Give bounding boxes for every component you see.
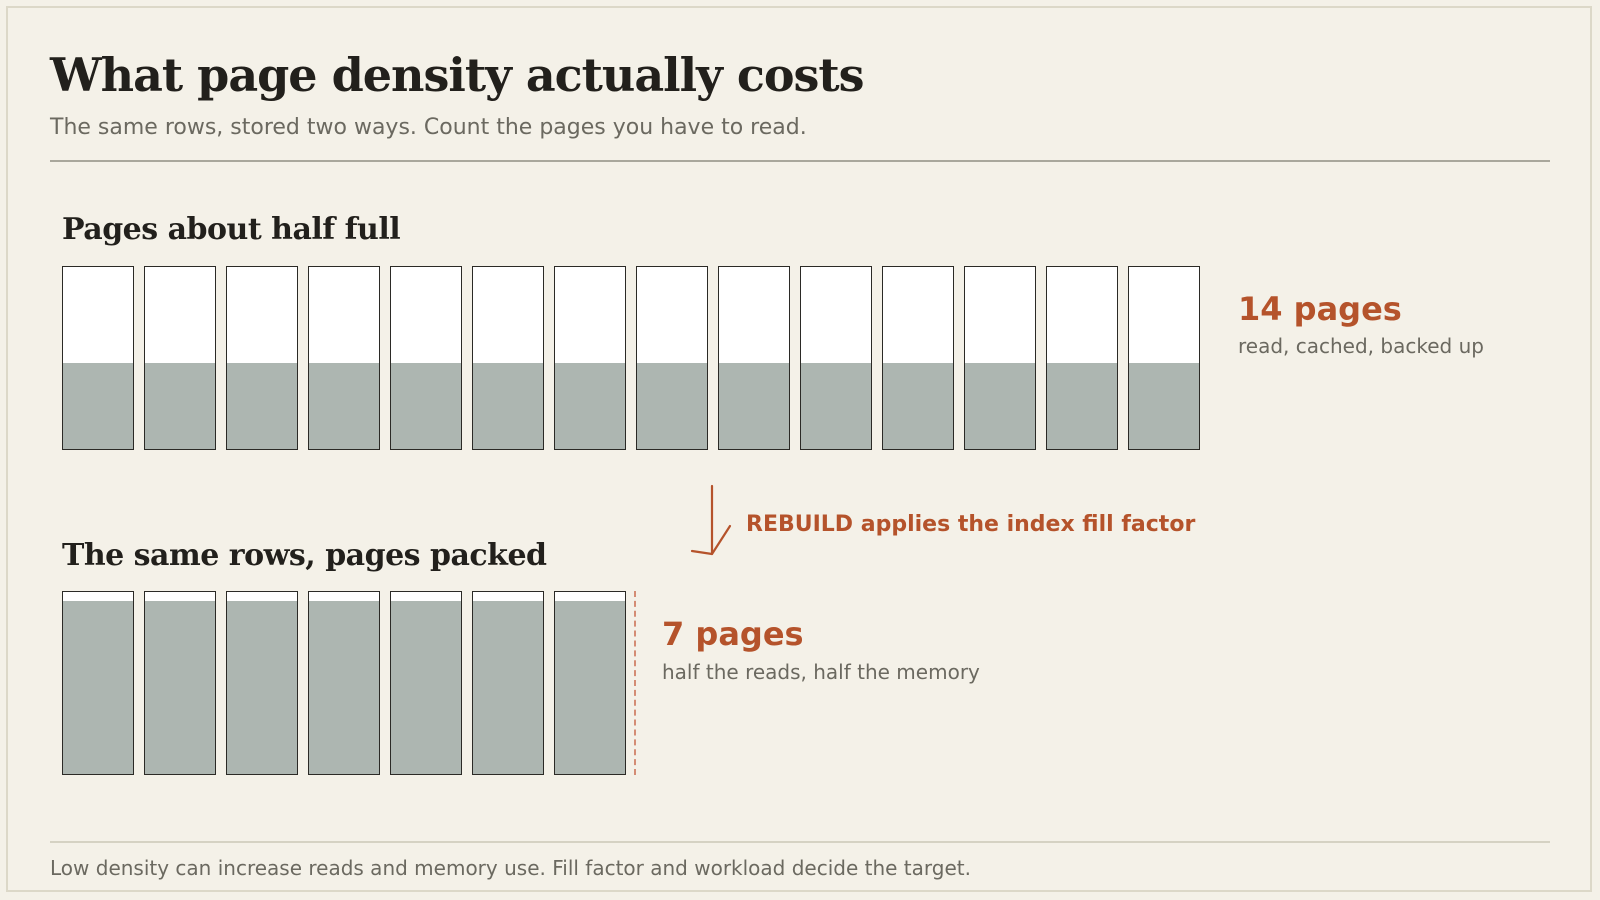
packed-pages-row bbox=[62, 591, 626, 775]
packed-page bbox=[226, 591, 298, 775]
sparse-page-fill bbox=[473, 363, 543, 449]
header-divider bbox=[50, 160, 1550, 162]
sparse-page bbox=[964, 266, 1036, 450]
sparse-page bbox=[144, 266, 216, 450]
packed-page-note: half the reads, half the memory bbox=[662, 660, 980, 684]
packed-page bbox=[554, 591, 626, 775]
slide-frame bbox=[6, 6, 1592, 892]
footnote: Low density can increase reads and memor… bbox=[50, 856, 971, 880]
footer-divider bbox=[50, 841, 1550, 843]
packed-page-fill bbox=[227, 601, 297, 774]
sparse-page bbox=[718, 266, 790, 450]
sparse-page bbox=[308, 266, 380, 450]
packed-page-fill bbox=[391, 601, 461, 774]
packed-page-fill bbox=[309, 601, 379, 774]
packed-page-fill bbox=[145, 601, 215, 774]
sparse-page bbox=[1046, 266, 1118, 450]
packed-page-count: 7 pages bbox=[662, 615, 804, 653]
sparse-page-fill bbox=[719, 363, 789, 449]
sparse-page-note: read, cached, backed up bbox=[1238, 334, 1484, 358]
sparse-page bbox=[390, 266, 462, 450]
sparse-page-fill bbox=[883, 363, 953, 449]
packed-page bbox=[144, 591, 216, 775]
sparse-page-fill bbox=[391, 363, 461, 449]
sparse-page bbox=[1128, 266, 1200, 450]
sparse-page-fill bbox=[1047, 363, 1117, 449]
sparse-page-fill bbox=[309, 363, 379, 449]
sparse-page bbox=[636, 266, 708, 450]
packed-edge-marker bbox=[634, 591, 636, 775]
sparse-pages-row bbox=[62, 266, 1200, 450]
sparse-page-fill bbox=[637, 363, 707, 449]
arrow-down-icon bbox=[690, 484, 732, 556]
packed-page bbox=[62, 591, 134, 775]
packed-page-fill bbox=[63, 601, 133, 774]
sparse-section-title: Pages about half full bbox=[62, 212, 401, 247]
sparse-page-fill bbox=[63, 363, 133, 449]
page-title: What page density actually costs bbox=[50, 48, 865, 102]
sparse-page bbox=[472, 266, 544, 450]
packed-page-fill bbox=[473, 601, 543, 774]
packed-page bbox=[390, 591, 462, 775]
rebuild-label: REBUILD applies the index fill factor bbox=[746, 512, 1196, 537]
packed-section-title: The same rows, pages packed bbox=[62, 538, 547, 573]
sparse-page-fill bbox=[555, 363, 625, 449]
page-subtitle: The same rows, stored two ways. Count th… bbox=[50, 115, 807, 140]
sparse-page-fill bbox=[801, 363, 871, 449]
sparse-page bbox=[882, 266, 954, 450]
packed-page bbox=[308, 591, 380, 775]
sparse-page-fill bbox=[965, 363, 1035, 449]
sparse-page-fill bbox=[1129, 363, 1199, 449]
sparse-page-fill bbox=[145, 363, 215, 449]
sparse-page bbox=[62, 266, 134, 450]
sparse-page-fill bbox=[227, 363, 297, 449]
sparse-page-count: 14 pages bbox=[1238, 290, 1402, 328]
sparse-page bbox=[800, 266, 872, 450]
packed-page-fill bbox=[555, 601, 625, 774]
packed-page bbox=[472, 591, 544, 775]
sparse-page bbox=[554, 266, 626, 450]
sparse-page bbox=[226, 266, 298, 450]
